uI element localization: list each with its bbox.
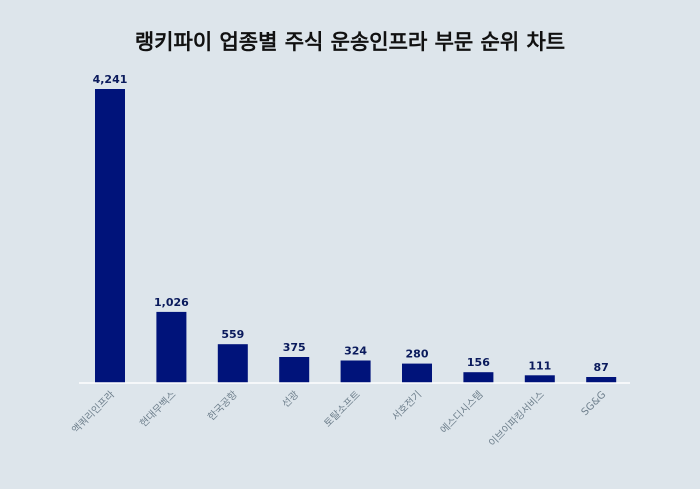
x-tick-label: 현대무벡스 [138, 389, 179, 430]
bar [402, 363, 432, 383]
bar [586, 377, 617, 383]
x-tick-label: 토탈소프트 [321, 388, 363, 430]
value-label: 87 [594, 361, 609, 374]
value-label: 324 [344, 345, 367, 358]
x-tick-label: 액쿼리인프라 [70, 389, 118, 437]
x-tick-label: 에스디시스템 [438, 389, 486, 437]
value-label: 4,241 [93, 73, 128, 86]
x-tick-label: 서호전기 [390, 389, 425, 424]
x-tick-label: 한국공항 [205, 389, 240, 424]
value-label: 156 [467, 356, 490, 369]
bar [156, 311, 187, 383]
bar [279, 357, 310, 383]
value-label: 559 [221, 328, 244, 341]
bar [463, 372, 494, 383]
value-label: 1,026 [154, 296, 189, 309]
bar [524, 375, 555, 383]
value-label: 375 [283, 341, 306, 354]
value-label: 111 [528, 359, 551, 372]
bar [95, 89, 125, 383]
bar [217, 344, 248, 383]
x-tick-label: 이브이파킹서비스 [486, 389, 547, 450]
chart-title: 랭키파이 업종별 주식 운송인프라 부문 순위 차트 [134, 30, 566, 54]
bars-group [95, 89, 617, 383]
x-tick-label: 선광 [280, 389, 302, 411]
bar [340, 360, 371, 383]
x-tick-label: SG&G [580, 389, 609, 418]
tick-labels-group: 액쿼리인프라 현대무벡스 한국공항 선광 토탈소프트 서호전기 에스디시스템 이브이파킹서비스… [70, 388, 609, 449]
value-label: 280 [406, 348, 429, 361]
value-labels-group: 4,241 1,026 559 375 324 280 156 111 87 [93, 73, 609, 374]
